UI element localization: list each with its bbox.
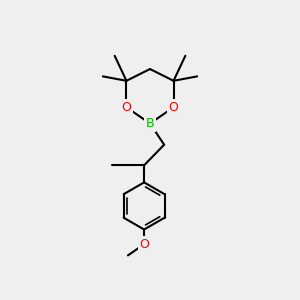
Text: O: O	[169, 101, 178, 114]
Text: B: B	[146, 117, 154, 130]
Text: O: O	[122, 101, 131, 114]
Text: O: O	[139, 238, 149, 251]
